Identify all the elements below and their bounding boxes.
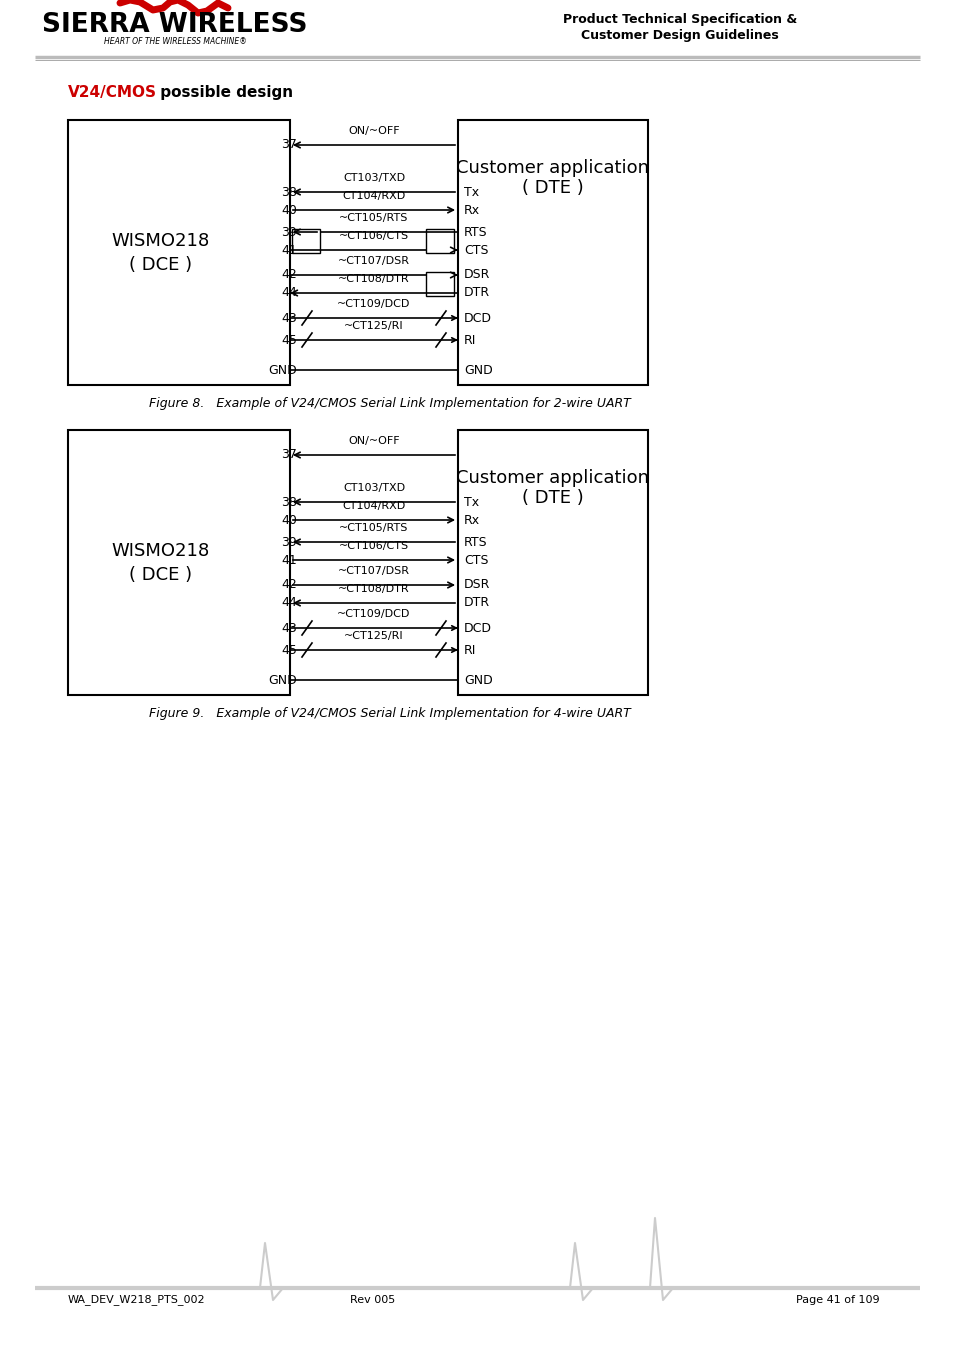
Bar [457, 120, 647, 385]
Text: CTS: CTS [463, 554, 488, 567]
Text: DTR: DTR [463, 286, 490, 300]
Text: 40: 40 [281, 204, 296, 216]
Text: ( DCE ): ( DCE ) [130, 255, 193, 274]
Text: 40: 40 [281, 513, 296, 526]
Text: ON/~OFF: ON/~OFF [348, 126, 399, 136]
Text: ( DCE ): ( DCE ) [130, 566, 193, 583]
Text: ~CT107/DSR: ~CT107/DSR [337, 566, 410, 576]
Text: 37: 37 [281, 448, 296, 462]
Text: CTS: CTS [463, 243, 488, 256]
Text: Rx: Rx [463, 513, 479, 526]
Text: DTR: DTR [463, 597, 490, 609]
Text: RI: RI [463, 644, 476, 656]
Text: 44: 44 [281, 597, 296, 609]
Text: ~CT106/CTS: ~CT106/CTS [338, 231, 409, 242]
Text: DCD: DCD [463, 312, 492, 324]
Text: ~CT125/RI: ~CT125/RI [344, 321, 403, 331]
Text: DSR: DSR [463, 269, 490, 282]
Text: possible design: possible design [154, 85, 293, 100]
Text: V24/CMOS: V24/CMOS [68, 85, 157, 100]
Text: WA_DEV_W218_PTS_002: WA_DEV_W218_PTS_002 [68, 1295, 206, 1305]
Text: 44: 44 [281, 286, 296, 300]
Text: Product Technical Specification &: Product Technical Specification & [562, 14, 797, 27]
Text: ~CT107/DSR: ~CT107/DSR [337, 256, 410, 266]
Text: 43: 43 [281, 621, 296, 634]
Text: ~CT108/DTR: ~CT108/DTR [337, 274, 410, 284]
Text: WISMO218: WISMO218 [112, 541, 210, 559]
Text: Figure 9.   Example of V24/CMOS Serial Link Implementation for 4-wire UART: Figure 9. Example of V24/CMOS Serial Lin… [149, 706, 630, 720]
Text: Customer application: Customer application [456, 470, 649, 487]
Text: 41: 41 [281, 243, 296, 256]
Text: ~CT125/RI: ~CT125/RI [344, 630, 403, 641]
Text: Page 41 of 109: Page 41 of 109 [796, 1295, 879, 1305]
Text: ( DTE ): ( DTE ) [521, 489, 583, 508]
Text: ~CT105/RTS: ~CT105/RTS [339, 522, 408, 533]
Text: Tx: Tx [463, 495, 478, 509]
Text: Rev 005: Rev 005 [350, 1295, 395, 1305]
Text: SIERRA WIRELESS: SIERRA WIRELESS [42, 12, 308, 38]
Text: WISMO218: WISMO218 [112, 231, 210, 250]
Text: 45: 45 [281, 644, 296, 656]
Text: 37: 37 [281, 139, 296, 151]
Text: CT103/TXD: CT103/TXD [342, 173, 405, 184]
Text: 38: 38 [281, 495, 296, 509]
Bar [457, 431, 647, 695]
Text: ~CT106/CTS: ~CT106/CTS [338, 541, 409, 551]
Text: ON/~OFF: ON/~OFF [348, 436, 399, 446]
Text: 43: 43 [281, 312, 296, 324]
Text: Customer Design Guidelines: Customer Design Guidelines [580, 28, 778, 42]
Text: GND: GND [268, 363, 296, 377]
Text: 39: 39 [281, 536, 296, 548]
Text: RTS: RTS [463, 536, 487, 548]
Text: CT104/RXD: CT104/RXD [342, 190, 405, 201]
Text: 38: 38 [281, 185, 296, 198]
Bar [292, 230, 319, 252]
Text: ~CT108/DTR: ~CT108/DTR [337, 585, 410, 594]
Text: CT103/TXD: CT103/TXD [342, 483, 405, 493]
Text: 42: 42 [281, 579, 296, 591]
Bar [68, 431, 290, 695]
Text: ~CT109/DCD: ~CT109/DCD [337, 609, 410, 620]
Text: RI: RI [463, 333, 476, 347]
Text: DCD: DCD [463, 621, 492, 634]
Text: GND: GND [463, 674, 493, 687]
Bar [68, 120, 290, 385]
Text: RTS: RTS [463, 225, 487, 239]
Text: Tx: Tx [463, 185, 478, 198]
Bar [426, 230, 454, 252]
Text: GND: GND [268, 674, 296, 687]
Text: 45: 45 [281, 333, 296, 347]
Text: 41: 41 [281, 554, 296, 567]
Text: CT104/RXD: CT104/RXD [342, 501, 405, 512]
Text: 42: 42 [281, 269, 296, 282]
Text: Figure 8.   Example of V24/CMOS Serial Link Implementation for 2-wire UART: Figure 8. Example of V24/CMOS Serial Lin… [149, 397, 630, 409]
Text: ~CT109/DCD: ~CT109/DCD [337, 298, 410, 309]
Text: 39: 39 [281, 225, 296, 239]
Text: GND: GND [463, 363, 493, 377]
Text: DSR: DSR [463, 579, 490, 591]
Text: Rx: Rx [463, 204, 479, 216]
Text: ( DTE ): ( DTE ) [521, 180, 583, 197]
Bar [426, 271, 454, 296]
Text: ~CT105/RTS: ~CT105/RTS [339, 213, 408, 223]
Text: HEART OF THE WIRELESS MACHINE®: HEART OF THE WIRELESS MACHINE® [104, 38, 246, 46]
Text: Customer application: Customer application [456, 159, 649, 177]
